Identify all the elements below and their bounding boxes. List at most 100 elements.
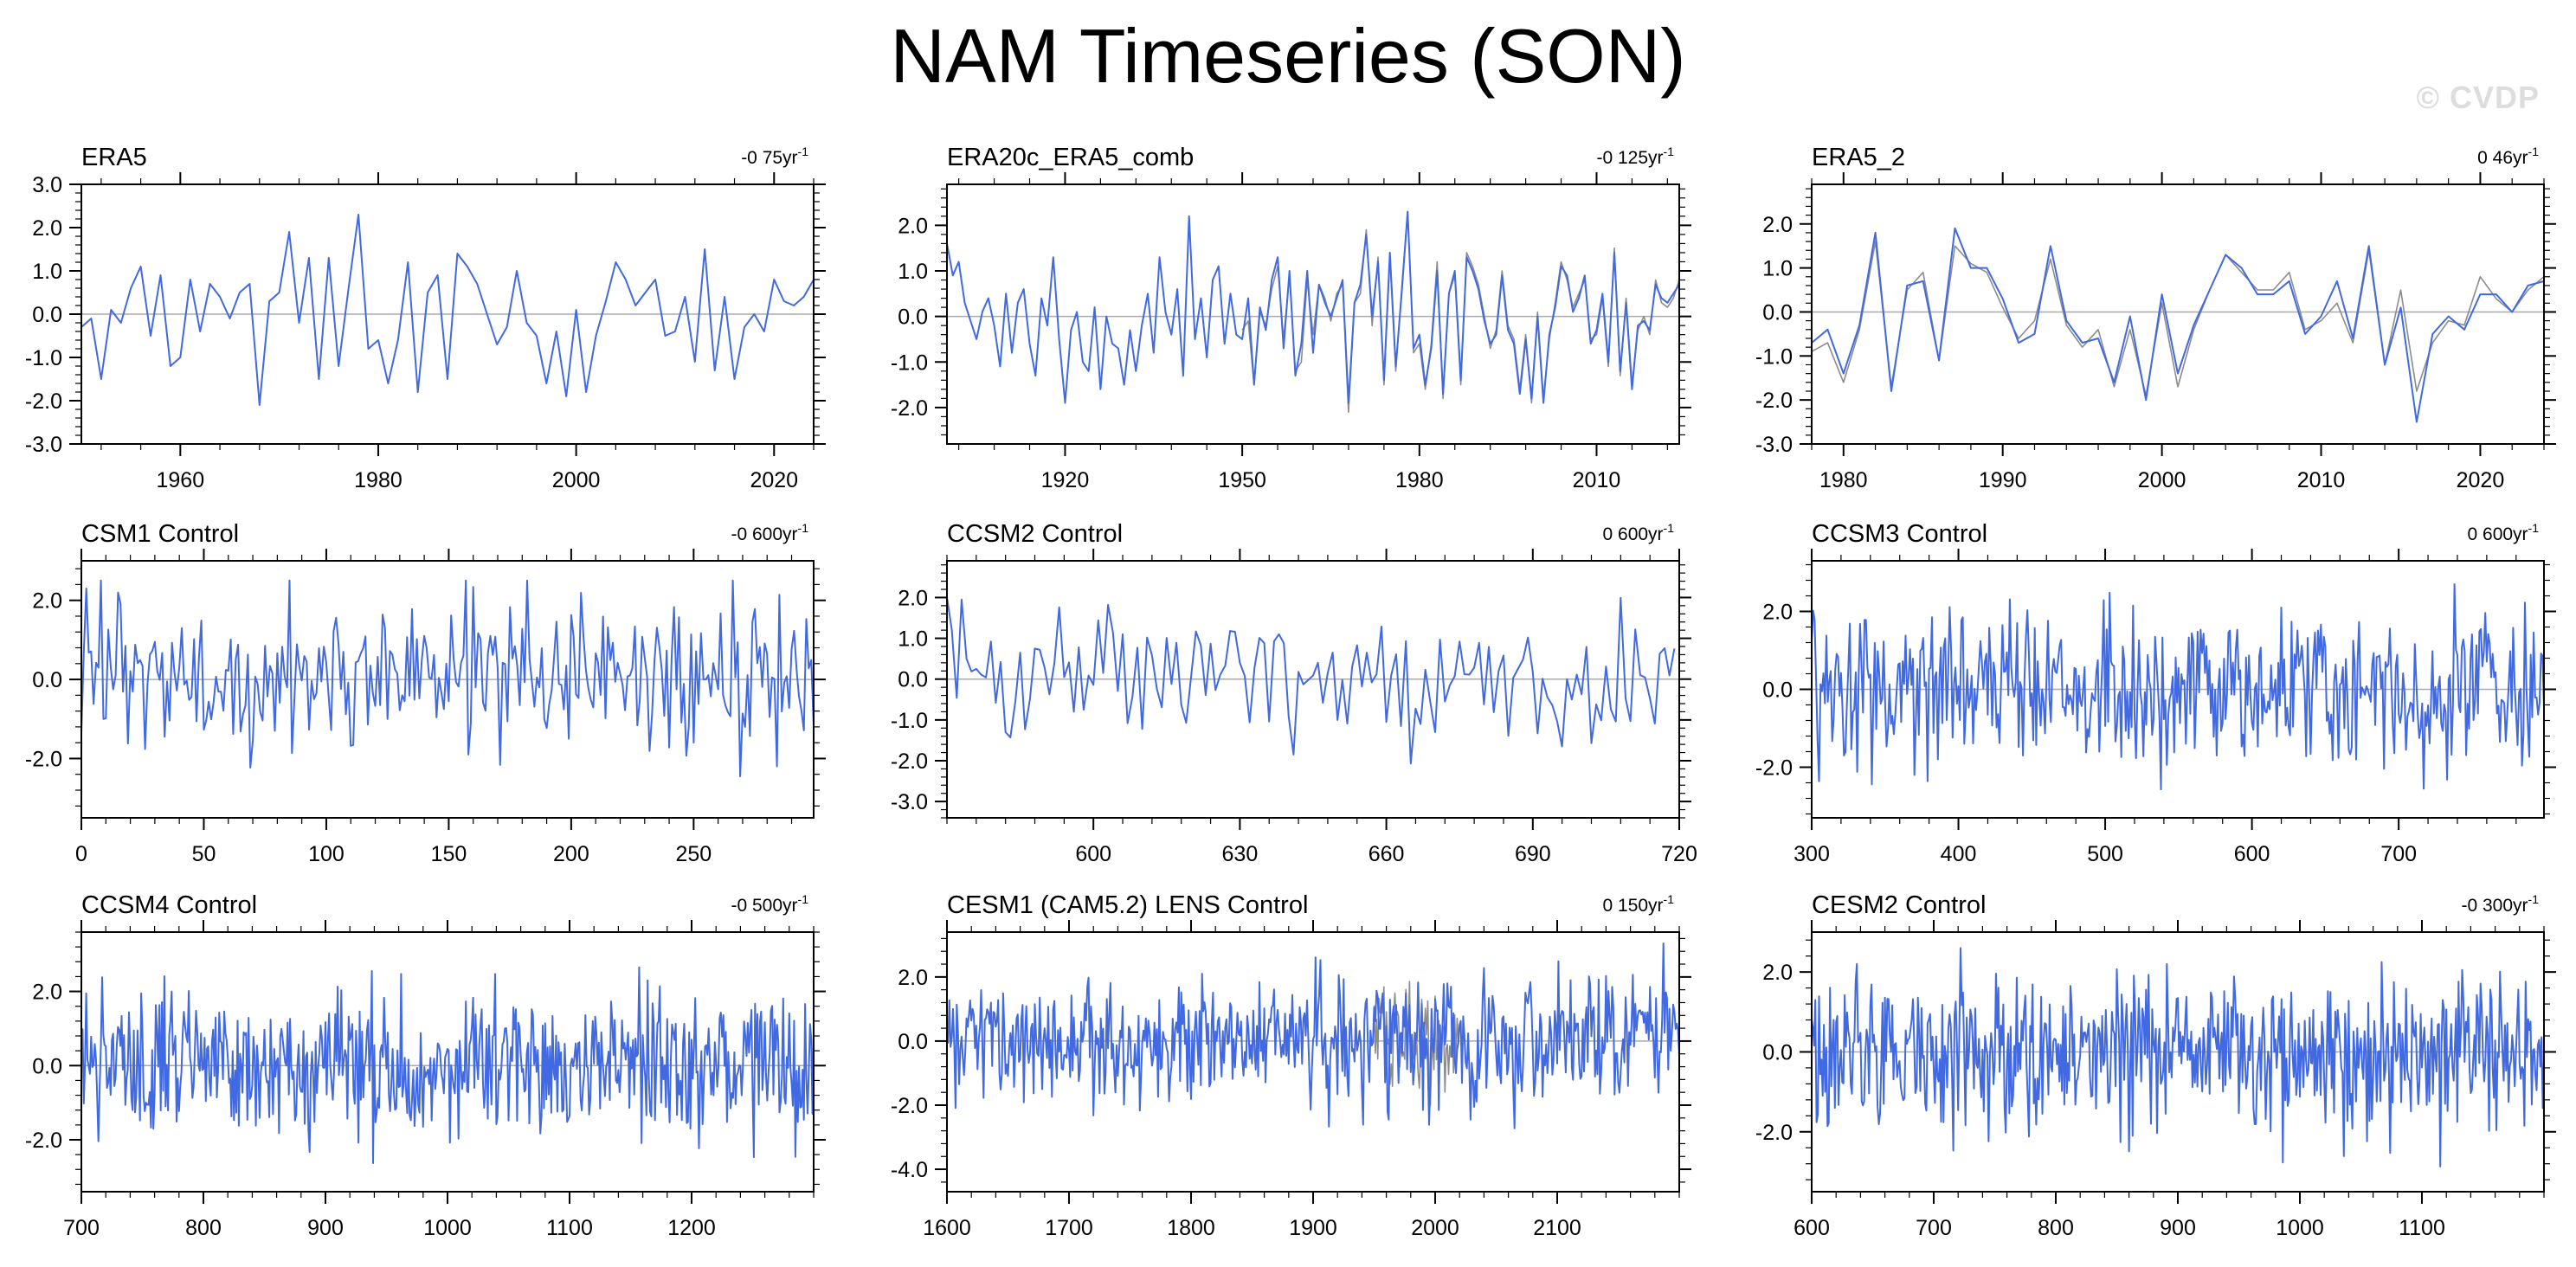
y-tick-label: 2.0 <box>32 981 62 1005</box>
panel-title: CESM1 (CAM5.2) LENS Control <box>947 891 1308 919</box>
x-tick-label: 690 <box>1515 842 1551 866</box>
x-tick-label: 2000 <box>2138 468 2186 492</box>
x-tick-label: 1980 <box>354 468 402 492</box>
x-tick-label: 150 <box>431 842 467 866</box>
series-line-csm1-control <box>80 579 815 777</box>
y-tick-label: -3.0 <box>891 790 928 814</box>
y-tick-label: -1.0 <box>1755 344 1793 369</box>
x-tick-label: 2010 <box>1573 468 1621 492</box>
y-tick-label: -1.0 <box>25 346 62 370</box>
panel-4: CCSM2 Control 0 600yr-1 -3.0 -2.0 -1.0 0.0 1.0… <box>891 520 1697 866</box>
panel-3: CSM1 Control -0 600yr-1 -2.0 0.0 2.0 0 50 100 15… <box>25 520 826 866</box>
x-tick-label: 1980 <box>1395 468 1444 492</box>
x-tick-label: 0 <box>75 842 87 866</box>
x-tick-label: 600 <box>2234 842 2270 866</box>
x-tick-label: 100 <box>308 842 345 866</box>
series-line-observations <box>1373 981 1459 1106</box>
series-line-ccsm4-control <box>80 966 815 1164</box>
x-tick-label: 1100 <box>546 1216 593 1240</box>
panel-trend: 0 600yr-1 <box>2468 521 2540 544</box>
x-tick-label: 1960 <box>157 468 205 492</box>
panel-title: ERA20c_ERA5_comb <box>947 144 1194 171</box>
series-line-ccsm3-control <box>1811 583 2545 791</box>
panel-trend: -0 300yr-1 <box>2462 892 2540 916</box>
y-tick-label: 1.0 <box>898 260 928 284</box>
series-line-era5 <box>80 214 815 406</box>
panel-title: ERA5_2 <box>1812 144 1905 171</box>
y-tick-label: -2.0 <box>1755 389 1793 413</box>
panel-trend: -0 600yr-1 <box>731 521 809 544</box>
panel-0: ERA5 -0 75yr-1 -3.0 -2.0 -1.0 0.0 1.0 2.0 3.0 196… <box>25 144 826 492</box>
panel-2: ERA5_2 0 46yr-1 -3.0 -2.0 -1.0 0.0 1.0 2.0 1980 1… <box>1755 144 2556 492</box>
x-tick-label: 1990 <box>1979 468 2027 492</box>
y-tick-label: 1.0 <box>32 260 62 284</box>
x-tick-label: 400 <box>1941 842 1977 866</box>
x-tick-label: 900 <box>2160 1216 2196 1240</box>
panel-title: CESM2 Control <box>1812 891 1986 919</box>
x-tick-label: 1950 <box>1218 468 1266 492</box>
plot-frame <box>80 560 815 819</box>
x-tick-label: 2000 <box>1411 1216 1459 1240</box>
x-tick-label: 300 <box>1794 842 1830 866</box>
plot-frame <box>1811 183 2545 445</box>
x-tick-label: 2000 <box>552 468 601 492</box>
x-tick-label: 600 <box>1794 1216 1830 1240</box>
x-tick-label: 1000 <box>2276 1216 2324 1240</box>
x-tick-label: 1000 <box>423 1216 472 1240</box>
y-tick-label: 2.0 <box>898 966 928 990</box>
y-tick-label: 0.0 <box>32 303 62 327</box>
panel-5: CCSM3 Control 0 600yr-1 -2.0 0.0 2.0 300 400 50… <box>1755 520 2556 866</box>
y-tick-label: -2.0 <box>25 389 62 414</box>
y-tick-label: 2.0 <box>32 589 62 614</box>
y-tick-label: 2.0 <box>898 586 928 610</box>
y-tick-label: -2.0 <box>1755 756 1793 781</box>
y-tick-label: -3.0 <box>1755 433 1793 457</box>
y-tick-label: 0.0 <box>32 668 62 692</box>
x-tick-label: 200 <box>553 842 589 866</box>
x-tick-label: 2100 <box>1533 1216 1581 1240</box>
y-tick-label: 2.0 <box>32 216 62 241</box>
y-tick-label: -2.0 <box>891 396 928 421</box>
series-line-cesm2-control <box>1811 947 2545 1167</box>
x-tick-label: 720 <box>1661 842 1697 866</box>
x-tick-label: 1100 <box>2399 1216 2445 1240</box>
x-tick-label: 700 <box>1916 1216 1952 1240</box>
y-tick-label: 2.0 <box>1762 601 1793 625</box>
x-tick-label: 660 <box>1368 842 1405 866</box>
series-line-era5-2 <box>1811 227 2545 423</box>
cvdp-watermark: © CVDP <box>2416 80 2540 115</box>
series-line-cesm1-cam5-2-lens-control <box>946 942 1680 1129</box>
x-tick-label: 1700 <box>1045 1216 1093 1240</box>
x-tick-label: 1980 <box>1819 468 1868 492</box>
y-tick-label: -4.0 <box>891 1158 928 1182</box>
x-tick-label: 2020 <box>750 468 798 492</box>
panel-trend: -0 125yr-1 <box>1597 145 1675 168</box>
x-tick-label: 1800 <box>1167 1216 1215 1240</box>
y-tick-label: 0.0 <box>898 668 928 692</box>
y-tick-label: -2.0 <box>25 747 62 771</box>
y-tick-label: 3.0 <box>32 173 62 197</box>
y-tick-label: 1.0 <box>898 627 928 652</box>
x-tick-label: 600 <box>1075 842 1111 866</box>
panel-6: CCSM4 Control -0 500yr-1 -2.0 0.0 2.0 700 800 9… <box>25 891 826 1240</box>
panel-title: CCSM3 Control <box>1812 520 1987 548</box>
y-tick-label: -1.0 <box>891 351 928 375</box>
panel-trend: 0 46yr-1 <box>2477 145 2539 168</box>
panel-title: CSM1 Control <box>81 520 239 548</box>
x-tick-label: 250 <box>675 842 712 866</box>
panel-title: ERA5 <box>81 144 147 171</box>
series-line-era5 <box>1241 210 1680 413</box>
y-tick-label: 0.0 <box>898 1030 928 1054</box>
panel-8: CESM2 Control -0 300yr-1 -2.0 0.0 2.0 600 700 8… <box>1755 891 2556 1240</box>
x-tick-label: 1200 <box>667 1216 716 1240</box>
x-tick-label: 800 <box>2038 1216 2074 1240</box>
panel-7: CESM1 (CAM5.2) LENS Control 0 150yr-1 -4.0… <box>891 891 1691 1240</box>
panel-title: CCSM2 Control <box>947 520 1123 548</box>
x-tick-label: 1600 <box>923 1216 971 1240</box>
plot-frame <box>946 560 1680 819</box>
x-tick-label: 50 <box>192 842 216 866</box>
y-tick-label: 0.0 <box>898 305 928 330</box>
panel-1: ERA20c_ERA5_comb -0 125yr-1 -2.0 -1.0 0.0 1.0… <box>891 144 1691 492</box>
x-tick-label: 800 <box>185 1216 222 1240</box>
